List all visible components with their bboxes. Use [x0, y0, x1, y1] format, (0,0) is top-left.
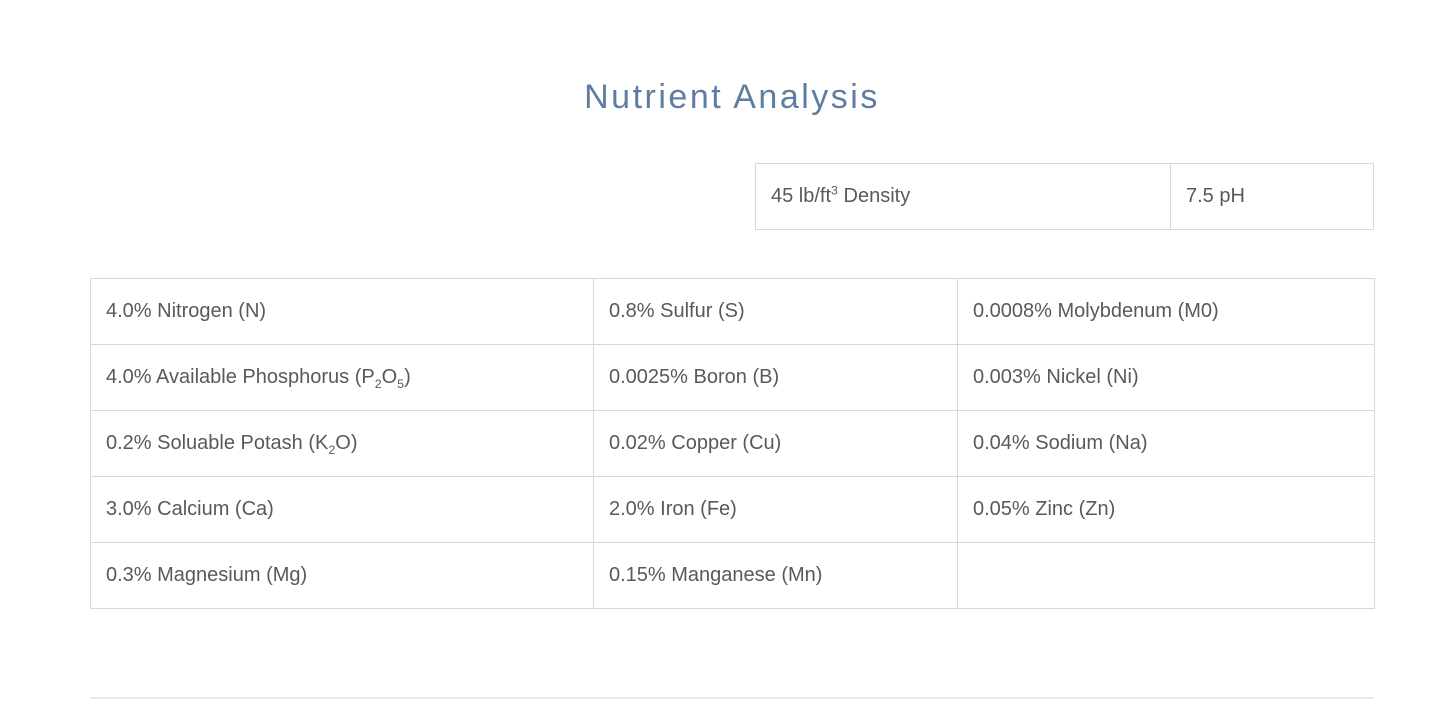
cell-text-segment: 4.0% Available Phosphorus (P [106, 365, 375, 388]
nutrient-cell: 0.0008% Molybdenum (M0) [957, 277, 1375, 345]
cell-text-segment: 0.003% Nickel (Ni) [973, 365, 1139, 388]
cell-text-segment: 5 [397, 376, 405, 391]
cell-text-segment: 2 [328, 442, 336, 457]
cell-text-segment: 7.5 pH [1186, 184, 1245, 207]
content-container: Nutrient Analysis 45 lb/ft3 Density 7.5 p… [90, 0, 1375, 699]
cell-text-segment: 0.0025% Boron (B) [609, 365, 780, 388]
cell-text-segment: 0.2% Soluable Potash (K [106, 431, 329, 454]
ph-cell: 7.5 pH [1170, 162, 1374, 230]
nutrient-cell: 0.3% Magnesium (Mg) [90, 541, 594, 609]
cell-text-segment: O) [335, 431, 358, 454]
nutrient-cell: 0.8% Sulfur (S) [593, 277, 958, 345]
properties-table-wrapper: 45 lb/ft3 Density 7.5 pH [90, 162, 1374, 230]
cell-text-segment: 0.3% Magnesium (Mg) [106, 563, 308, 586]
cell-text-segment: O [381, 365, 398, 388]
nutrient-cell [957, 541, 1375, 609]
nutrient-cell: 0.05% Zinc (Zn) [957, 475, 1375, 543]
cell-text-segment: 0.15% Manganese (Mn) [609, 563, 823, 586]
nutrient-cell: 0.15% Manganese (Mn) [593, 541, 958, 609]
cell-text-segment: ) [404, 365, 411, 388]
nutrient-cell: 0.003% Nickel (Ni) [957, 343, 1375, 411]
cell-text-segment: 45 lb/ft [771, 184, 832, 207]
nutrient-row: 4.0% Nitrogen (N) 0.8% Sulfur (S) 0.0008% … [90, 277, 1375, 345]
nutrient-cell: 4.0% Nitrogen (N) [90, 277, 594, 345]
cell-text-segment: 2 [374, 376, 382, 391]
density-cell: 45 lb/ft3 Density [755, 162, 1171, 230]
cell-text-segment: 2.0% Iron (Fe) [609, 497, 737, 520]
cell-text-segment: 3 [831, 182, 838, 197]
cell-text-segment: 0.8% Sulfur (S) [609, 299, 745, 322]
nutrient-cell: 0.02% Copper (Cu) [593, 409, 958, 477]
bottom-divider [90, 696, 1374, 699]
properties-row: 45 lb/ft3 Density 7.5 pH [755, 162, 1374, 230]
nutrient-cell: 2.0% Iron (Fe) [593, 475, 958, 543]
cell-text-segment: 0.0008% Molybdenum (M0) [973, 299, 1219, 322]
cell-text-segment: 3.0% Calcium (Ca) [106, 497, 274, 520]
cell-text-segment: 4.0% Nitrogen (N) [106, 299, 267, 322]
cell-text-segment: 0.05% Zinc (Zn) [973, 497, 1116, 520]
nutrient-row: 0.3% Magnesium (Mg) 0.15% Manganese (Mn) [90, 541, 1375, 609]
cell-text-segment: 0.02% Copper (Cu) [609, 431, 782, 454]
nutrients-table: 4.0% Nitrogen (N) 0.8% Sulfur (S) 0.0008% … [90, 277, 1375, 609]
cell-text-segment: 0.04% Sodium (Na) [973, 431, 1148, 454]
nutrient-cell: 3.0% Calcium (Ca) [90, 475, 594, 543]
nutrient-row: 0.2% Soluable Potash (K2O) 0.02% Copper (… [90, 409, 1375, 477]
page-title: Nutrient Analysis [584, 78, 880, 116]
nutrient-cell: 0.2% Soluable Potash (K2O) [90, 409, 594, 477]
nutrient-cell: 0.0025% Boron (B) [593, 343, 958, 411]
nutrient-cell: 0.04% Sodium (Na) [957, 409, 1375, 477]
nutrient-row: 4.0% Available Phosphorus (P2O5) 0.0025% … [90, 343, 1375, 411]
nutrient-cell: 4.0% Available Phosphorus (P2O5) [90, 343, 594, 411]
cell-text-segment: Density [837, 184, 911, 207]
properties-table: 45 lb/ft3 Density 7.5 pH [755, 162, 1374, 230]
nutrient-row: 3.0% Calcium (Ca) 2.0% Iron (Fe) 0.05% Zin… [90, 475, 1375, 543]
